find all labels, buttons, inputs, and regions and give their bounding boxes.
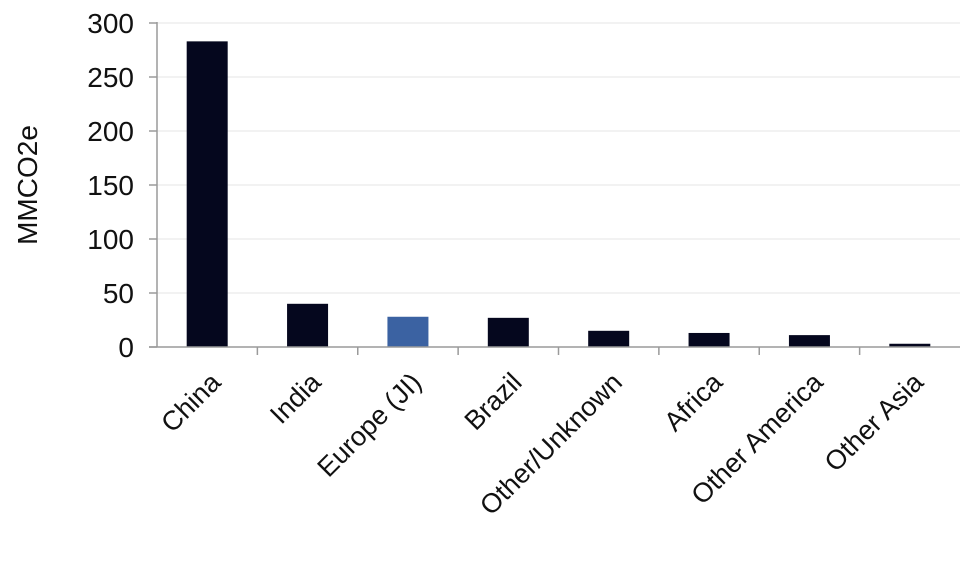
x-tick-label: China — [155, 366, 227, 438]
x-tick-label: Africa — [658, 366, 729, 437]
y-tick-label: 250 — [87, 62, 134, 93]
bar-india — [287, 303, 329, 347]
x-tick-label: Brazil — [459, 367, 528, 436]
y-tick-label: 300 — [87, 8, 134, 39]
y-axis-title: MMCO2e — [12, 125, 43, 245]
bar-europe-ji — [387, 316, 429, 347]
x-tick-label: Europe (JI) — [312, 367, 428, 483]
bar-africa — [688, 332, 730, 347]
bar-china — [186, 41, 228, 348]
axes — [149, 22, 960, 355]
bar-other-asia — [889, 343, 931, 347]
y-tick-labels: 0 50 100 150 200 250 300 — [87, 8, 134, 363]
x-tick-label: India — [264, 366, 327, 429]
y-tick-label: 200 — [87, 116, 134, 147]
gridlines — [157, 22, 960, 294]
bar-other-unknown — [588, 330, 630, 347]
bar-other-america — [788, 335, 830, 347]
y-tick-label: 0 — [118, 332, 134, 363]
y-tick-label: 100 — [87, 224, 134, 255]
y-tick-label: 150 — [87, 170, 134, 201]
y-tick-label: 50 — [103, 278, 134, 309]
bar-brazil — [487, 317, 529, 347]
x-tick-label: Other Asia — [819, 366, 930, 477]
bars — [186, 41, 931, 348]
